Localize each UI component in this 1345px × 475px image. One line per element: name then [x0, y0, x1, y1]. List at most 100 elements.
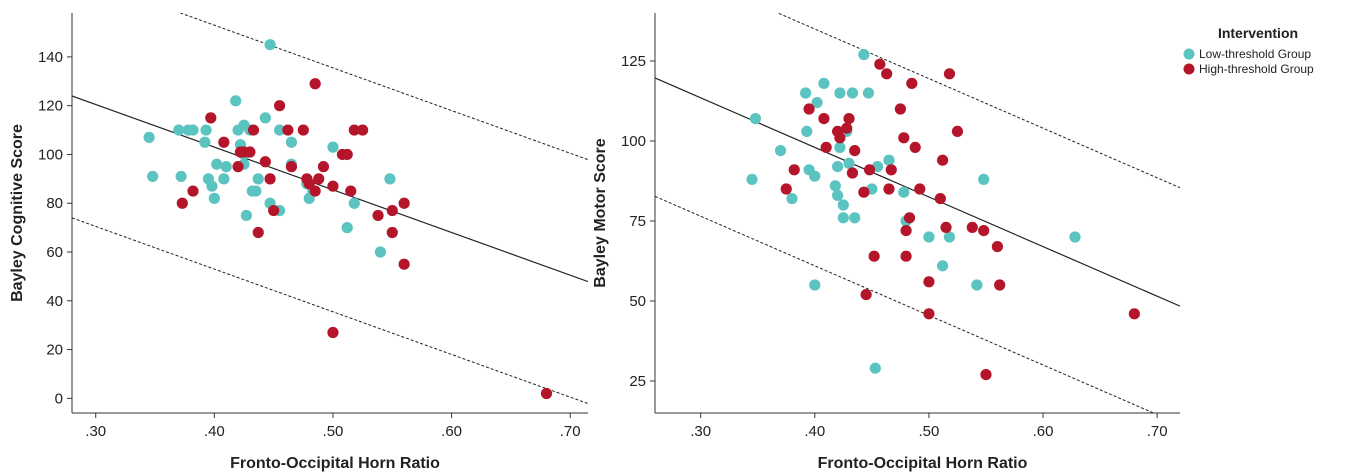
low-threshold-group-point [862, 87, 875, 99]
low-threshold-group-point [834, 141, 846, 153]
high-threshold-group-point [259, 156, 271, 168]
y-tick-label: 50 [629, 293, 646, 310]
low-threshold-group-point [869, 362, 881, 374]
low-threshold-group-point [832, 161, 844, 173]
high-threshold-group-point [868, 250, 880, 262]
high-threshold-group-point [218, 136, 230, 148]
low-threshold-group-point [978, 173, 990, 185]
high-threshold-group-point [978, 225, 990, 237]
legend-swatch-high-threshold [1183, 63, 1195, 75]
low-threshold-group-point [943, 231, 956, 243]
high-threshold-group-point [252, 226, 264, 239]
y-tick-label: 140 [38, 49, 63, 66]
lower-prediction-line [72, 217, 588, 405]
high-threshold-group-point [898, 132, 910, 144]
low-threshold-group-point [175, 170, 187, 183]
high-threshold-group-point [205, 112, 217, 124]
low-threshold-group-point [199, 136, 211, 148]
x-axis-title: Fronto-Occipital Horn Ratio [818, 455, 1028, 472]
high-threshold-group-point [894, 103, 906, 115]
low-threshold-group-point [923, 231, 935, 243]
legend-title: Intervention [1218, 25, 1298, 41]
high-threshold-group-point [187, 185, 199, 197]
high-threshold-group-point [285, 161, 298, 173]
high-threshold-group-point [966, 221, 978, 233]
low-threshold-group-point [147, 170, 159, 183]
legend-swatch-low-threshold [1183, 48, 1195, 60]
y-tick-label: 100 [38, 146, 63, 163]
y-tick-label: 125 [621, 53, 646, 70]
high-threshold-group-point [327, 180, 339, 192]
high-threshold-group-point [820, 141, 832, 153]
x-tick-label: .40 [804, 423, 825, 440]
high-threshold-group-point [282, 124, 294, 136]
high-threshold-group-point [372, 209, 384, 222]
x-axis-title: Fronto-Occipital Horn Ratio [230, 455, 440, 472]
high-threshold-group-point [863, 164, 876, 176]
high-threshold-group-point [244, 146, 256, 158]
high-threshold-group-point [874, 58, 886, 70]
x-tick-label: .70 [560, 423, 581, 440]
high-threshold-group-point [858, 186, 870, 198]
high-threshold-group-point [398, 258, 410, 270]
high-threshold-group-point [540, 387, 553, 400]
high-threshold-group-point [818, 113, 830, 125]
low-threshold-group-point [786, 193, 798, 205]
motor-score-panel: 25 50 75 100 125 .30 .40 .50 .60 .70 Fronto-Occipi… [592, 13, 1180, 472]
high-threshold-group-point [788, 164, 800, 176]
high-threshold-group-point [934, 193, 946, 205]
low-threshold-group-point [218, 173, 230, 185]
low-threshold-group-point [749, 113, 762, 125]
high-threshold-group-point [297, 124, 309, 136]
high-threshold-group-point [883, 183, 895, 195]
high-threshold-group-point [860, 289, 872, 301]
high-threshold-group-point [846, 167, 859, 179]
high-threshold-group-point [900, 225, 912, 237]
high-threshold-group-point [951, 125, 964, 137]
y-tick-label: 75 [629, 213, 646, 230]
y-tick-label: 25 [629, 373, 646, 390]
high-threshold-group-point [386, 226, 398, 239]
upper-prediction-line [776, 13, 1180, 189]
high-threshold-group-point [309, 78, 321, 90]
y-tick-label: 100 [621, 133, 646, 150]
high-threshold-group-point [940, 221, 952, 233]
x-tick-label: .60 [1033, 423, 1054, 440]
cognitive-score-panel: 0 20 40 60 80 100 120 140 .30 .40 .50 .60 .70 Fronto-… [9, 13, 588, 472]
y-axis-title: Bayley Motor Score [592, 138, 609, 287]
high-threshold-group-point [903, 212, 916, 224]
low-threshold-group-point [143, 131, 155, 143]
high-threshold-group-point [1128, 308, 1140, 320]
low-threshold-group-point [837, 199, 849, 211]
high-threshold-group-point [780, 183, 792, 195]
low-threshold-group-point [264, 39, 276, 51]
high-threshold-group-point [849, 145, 861, 157]
high-threshold-group-point [923, 308, 935, 320]
x-tick-label: .30 [690, 423, 711, 440]
y-tick-label: 80 [46, 195, 63, 212]
high-threshold-group-point [881, 68, 893, 80]
low-threshold-group-point [348, 197, 360, 209]
x-tick-label: .70 [1147, 423, 1168, 440]
high-threshold-group-point [937, 154, 949, 166]
low-threshold-group-point [200, 124, 212, 136]
low-threshold-group-point [883, 154, 895, 166]
high-threshold-group-point [885, 164, 897, 176]
y-tick-label: 40 [46, 293, 63, 310]
low-threshold-group-point [834, 87, 846, 99]
low-threshold-group-point [259, 112, 271, 124]
high-threshold-group-point [327, 326, 339, 339]
low-threshold-group-point [240, 209, 252, 222]
legend-label-high-threshold: High-threshold Group [1199, 62, 1314, 76]
low-threshold-group-point [285, 136, 298, 148]
low-threshold-group-point [252, 173, 264, 185]
high-threshold-group-point [841, 122, 853, 134]
high-threshold-group-point [834, 132, 846, 144]
low-threshold-group-point [341, 222, 353, 234]
high-threshold-group-point [909, 141, 921, 153]
upper-prediction-line [178, 13, 588, 161]
x-tick-label: .30 [85, 423, 106, 440]
low-threshold-group-point [937, 260, 949, 272]
high-threshold-group-point [313, 173, 325, 185]
